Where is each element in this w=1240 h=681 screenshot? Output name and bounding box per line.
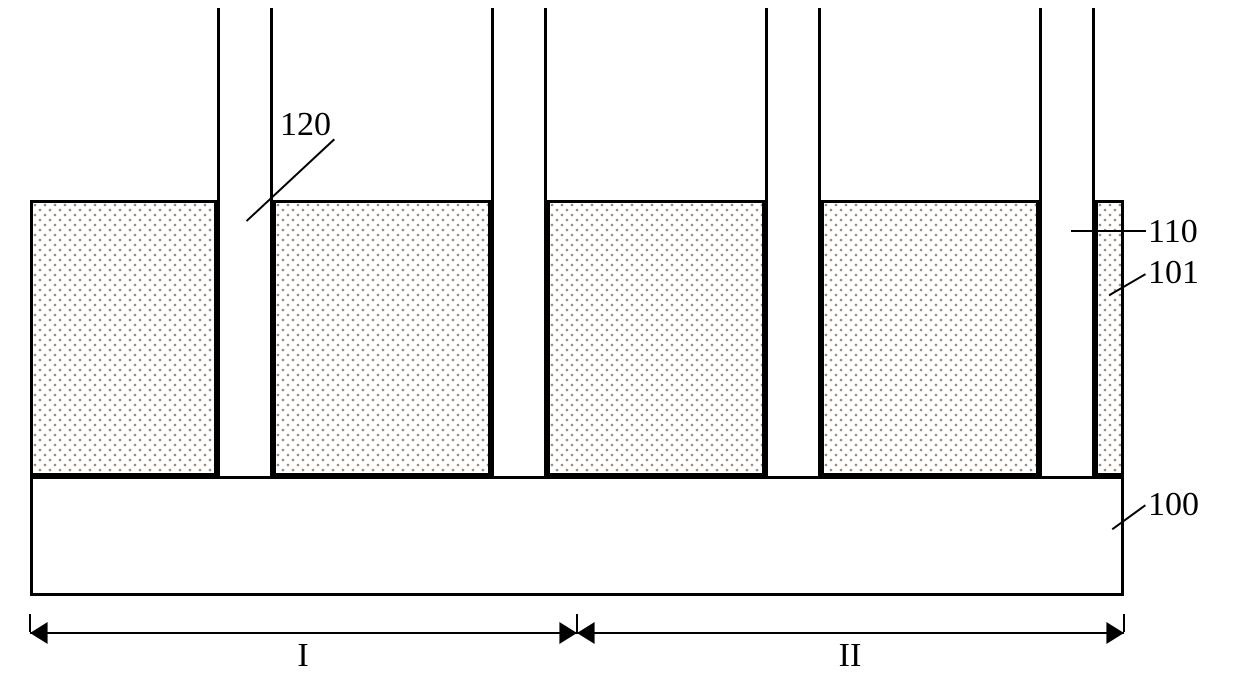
label-120: 120 xyxy=(280,108,331,142)
label-100: 100 xyxy=(1148,488,1199,522)
fin-2 xyxy=(765,8,821,476)
label-110: 110 xyxy=(1148,215,1198,249)
isolation-block-2 xyxy=(547,200,765,476)
isolation-block-3 xyxy=(821,200,1039,476)
region-arrow xyxy=(1102,622,1124,644)
isolation-block-4 xyxy=(1095,200,1124,476)
region-arrow xyxy=(577,622,599,644)
region-arrow xyxy=(30,622,52,644)
fin-1 xyxy=(491,8,547,476)
label-101: 101 xyxy=(1148,256,1199,290)
leader-line xyxy=(1071,230,1146,232)
region-label-II: II xyxy=(839,639,862,673)
isolation-block-0 xyxy=(30,200,217,476)
region-arrow xyxy=(555,622,577,644)
substrate-100 xyxy=(30,476,1124,596)
fin-0 xyxy=(217,8,273,476)
region-label-I: I xyxy=(297,639,308,673)
isolation-block-1 xyxy=(273,200,491,476)
fin-3 xyxy=(1039,8,1095,476)
